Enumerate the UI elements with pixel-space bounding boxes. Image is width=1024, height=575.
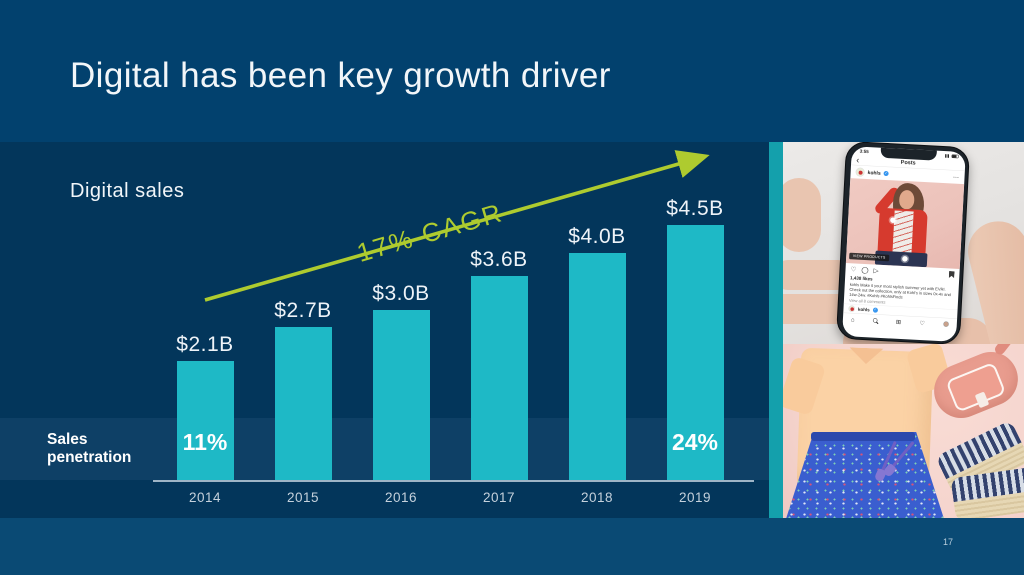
x-axis-line — [153, 480, 754, 482]
penetration-value: 24% — [671, 429, 719, 455]
penetration-value: 11% — [182, 429, 228, 455]
kohls-avatar — [855, 167, 865, 177]
like-icon: ♡ — [850, 265, 857, 274]
username: kohls — [857, 306, 870, 313]
battery-icon — [951, 154, 959, 159]
bar-2016 — [372, 310, 430, 480]
status-icons — [945, 153, 959, 159]
chart-title: Digital sales — [70, 180, 185, 202]
slide-footer: 17 — [0, 518, 1024, 575]
instagram-screen: 3:55 ‹ Posts kohls — [842, 146, 966, 342]
x-axis-label: 2014 — [188, 490, 222, 505]
view-products-button: VIEW PRODUCTS — [849, 252, 890, 262]
verified-badge-icon: ✓ — [872, 307, 878, 313]
status-time: 3:55 — [859, 148, 869, 155]
bar-2018 — [568, 253, 626, 480]
graphic-tee — [892, 210, 914, 255]
post-image: VIEW PRODUCTS — [845, 178, 965, 270]
sales-penetration-label: Sales penetration — [47, 431, 132, 466]
bar-value-label: $2.1B — [176, 333, 234, 356]
x-axis-label: 2015 — [286, 490, 320, 505]
bar-value-label: $3.6B — [470, 248, 528, 271]
outfit-flatlay-photo — [783, 344, 1024, 518]
x-axis-label: 2016 — [384, 490, 418, 505]
verified-badge-icon: ✓ — [883, 170, 889, 177]
page-number: 17 — [942, 537, 953, 547]
x-axis-label: 2019 — [678, 490, 712, 505]
new-post-icon: ⊞ — [895, 317, 902, 326]
bar-2015 — [274, 327, 332, 480]
teal-accent-strip — [769, 142, 783, 518]
bar-value-label: $4.0B — [568, 225, 626, 248]
bar-2017 — [470, 276, 528, 480]
username: kohls — [867, 169, 881, 176]
photo-panel: 3:55 ‹ Posts kohls — [769, 142, 1024, 518]
x-axis-label: 2018 — [580, 490, 614, 505]
posts-title: Posts — [900, 159, 916, 166]
search-icon — [872, 318, 878, 323]
bar-value-label: $2.7B — [274, 299, 332, 322]
more-options-icon: ⋯ — [952, 173, 960, 181]
activity-icon: ♡ — [919, 319, 926, 327]
fanny-pack-flap — [945, 361, 1007, 413]
digital-sales-chart: Digital sales Sales penetration $2.1B 201… — [0, 142, 769, 518]
hand-finger — [783, 178, 821, 252]
bookmark-icon — [949, 271, 955, 278]
blue-floral-skirt — [785, 432, 945, 518]
profile-icon — [943, 321, 949, 328]
fanny-pack-strap — [993, 344, 1022, 357]
bar-value-label: $4.5B — [666, 197, 724, 220]
signal-icon — [945, 153, 951, 158]
x-axis-label: 2017 — [482, 490, 516, 505]
back-chevron-icon: ‹ — [856, 154, 860, 165]
kohls-avatar — [848, 305, 856, 313]
comment-icon: ◯ — [861, 265, 869, 274]
bar-value-label: $3.0B — [372, 282, 430, 305]
iphone: 3:55 ‹ Posts kohls — [835, 142, 971, 344]
home-icon: ⌂ — [850, 315, 855, 323]
skirt-waistband — [811, 432, 915, 441]
slide-title: Digital has been key growth driver — [70, 56, 611, 95]
instagram-phone-photo: 3:55 ‹ Posts kohls — [783, 142, 1024, 344]
slide-header: Digital has been key growth driver — [0, 0, 1024, 142]
cagr-arrow — [204, 150, 710, 302]
share-icon: ▷ — [873, 266, 879, 275]
bar-2019 — [666, 225, 724, 480]
bar-2014 — [176, 361, 234, 480]
